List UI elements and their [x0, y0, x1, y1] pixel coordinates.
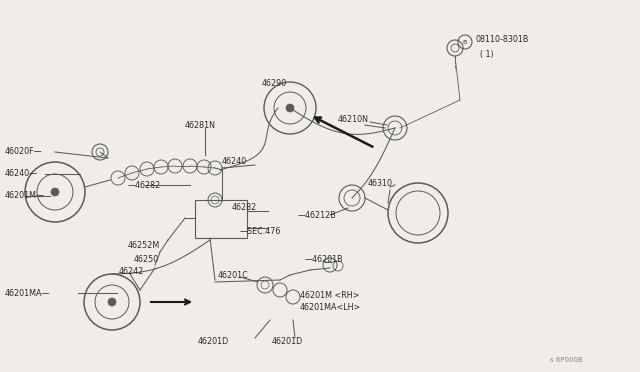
Text: 46252M: 46252M: [128, 241, 160, 250]
Circle shape: [286, 104, 294, 112]
Text: 46240—: 46240—: [5, 170, 38, 179]
Text: B: B: [462, 39, 467, 45]
Text: —SEC.476: —SEC.476: [240, 228, 282, 237]
Text: 46201M <RH>: 46201M <RH>: [300, 292, 360, 301]
Text: ( 1): ( 1): [480, 49, 493, 58]
Text: 46281N: 46281N: [185, 121, 216, 129]
Text: 46201D: 46201D: [272, 337, 303, 346]
Text: 46210N: 46210N: [338, 115, 369, 125]
Text: —46201B: —46201B: [305, 256, 344, 264]
Circle shape: [108, 298, 116, 306]
Text: —46282: —46282: [128, 180, 161, 189]
Text: 08110-8301B: 08110-8301B: [475, 35, 529, 45]
Text: 46201MA—: 46201MA—: [5, 289, 51, 298]
Text: 46282: 46282: [232, 203, 257, 212]
Bar: [195, 200, 247, 238]
Text: 46201M—: 46201M—: [5, 192, 45, 201]
Text: 46201D: 46201D: [198, 337, 229, 346]
Circle shape: [51, 188, 59, 196]
Text: —46212B: —46212B: [298, 211, 337, 219]
Text: s 6P000B: s 6P000B: [550, 357, 583, 363]
Text: 46201MA<LH>: 46201MA<LH>: [300, 304, 361, 312]
Text: 46290: 46290: [262, 80, 287, 89]
Text: 46020F—: 46020F—: [5, 148, 43, 157]
Text: 46250: 46250: [134, 254, 159, 263]
Text: 46310: 46310: [368, 179, 393, 187]
Text: 46201C: 46201C: [218, 270, 249, 279]
Text: 46242: 46242: [119, 267, 144, 276]
Text: 46240: 46240: [222, 157, 247, 167]
